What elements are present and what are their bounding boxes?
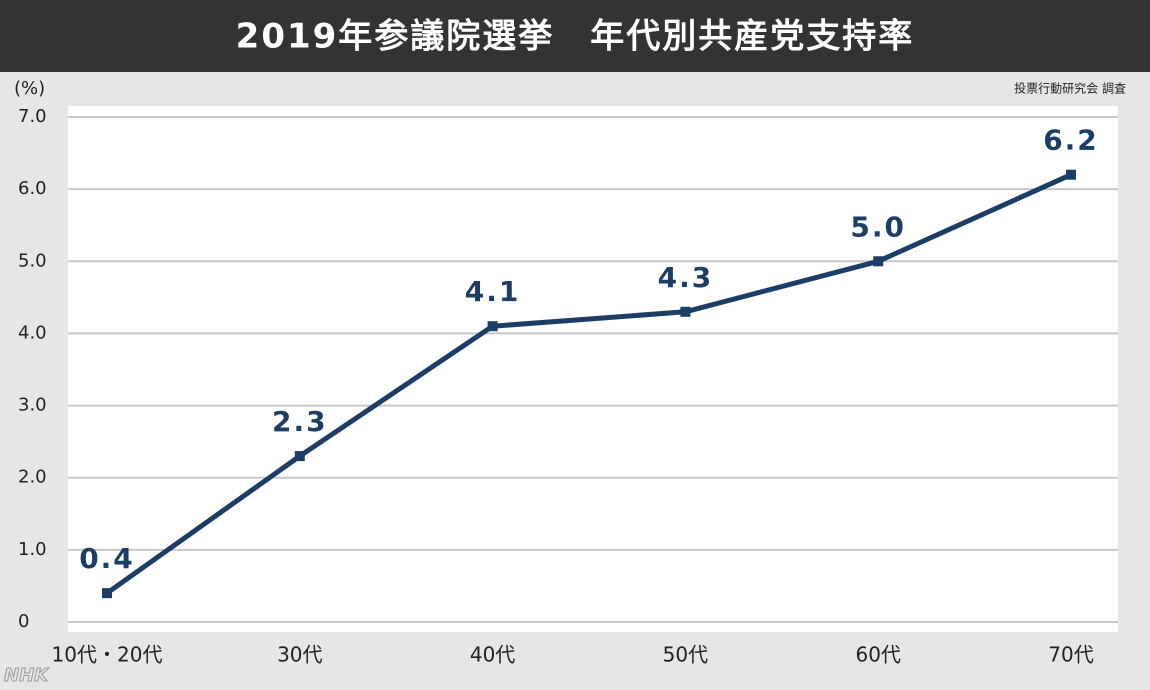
y-tick-label: 2.0 bbox=[18, 467, 47, 488]
data-point bbox=[487, 321, 498, 332]
x-tick-label: 30代 bbox=[277, 643, 322, 667]
source-note: 投票行動研究会 調査 bbox=[1014, 81, 1126, 96]
data-point bbox=[294, 451, 305, 462]
x-tick-label: 70代 bbox=[1048, 643, 1093, 667]
data-point bbox=[680, 306, 691, 317]
x-tick-label: 60代 bbox=[855, 643, 900, 667]
y-tick-label: 1.0 bbox=[18, 539, 47, 560]
x-tick-label: 40代 bbox=[470, 643, 515, 667]
value-label: 6.2 bbox=[1043, 124, 1099, 157]
value-label: 5.0 bbox=[850, 210, 906, 243]
data-line bbox=[105, 172, 1073, 596]
data-point bbox=[102, 588, 112, 599]
y-tick-label: 4.0 bbox=[18, 322, 47, 343]
chart-title: 2019年参議院選挙 年代別共産党支持率 bbox=[236, 17, 915, 57]
y-tick-label: 6.0 bbox=[18, 178, 47, 199]
title-bar bbox=[0, 0, 1150, 72]
y-tick-label: 3.0 bbox=[18, 395, 47, 416]
data-point bbox=[1066, 169, 1076, 180]
logo: NHK bbox=[4, 665, 50, 686]
y-tick-label: 5.0 bbox=[18, 250, 47, 271]
value-label: 0.4 bbox=[79, 542, 135, 575]
value-label: 4.3 bbox=[658, 261, 714, 294]
y-axis-label: (%) bbox=[14, 78, 45, 99]
plot-area bbox=[68, 106, 1118, 632]
x-tick-label: 50代 bbox=[663, 643, 708, 667]
x-tick-label: 10代・20代 bbox=[52, 643, 163, 667]
value-label: 2.3 bbox=[272, 405, 328, 438]
y-tick-label: 7.0 bbox=[18, 106, 47, 127]
y-tick-label: 0 bbox=[18, 611, 29, 632]
value-label: 4.1 bbox=[465, 275, 521, 308]
data-point bbox=[873, 256, 884, 267]
